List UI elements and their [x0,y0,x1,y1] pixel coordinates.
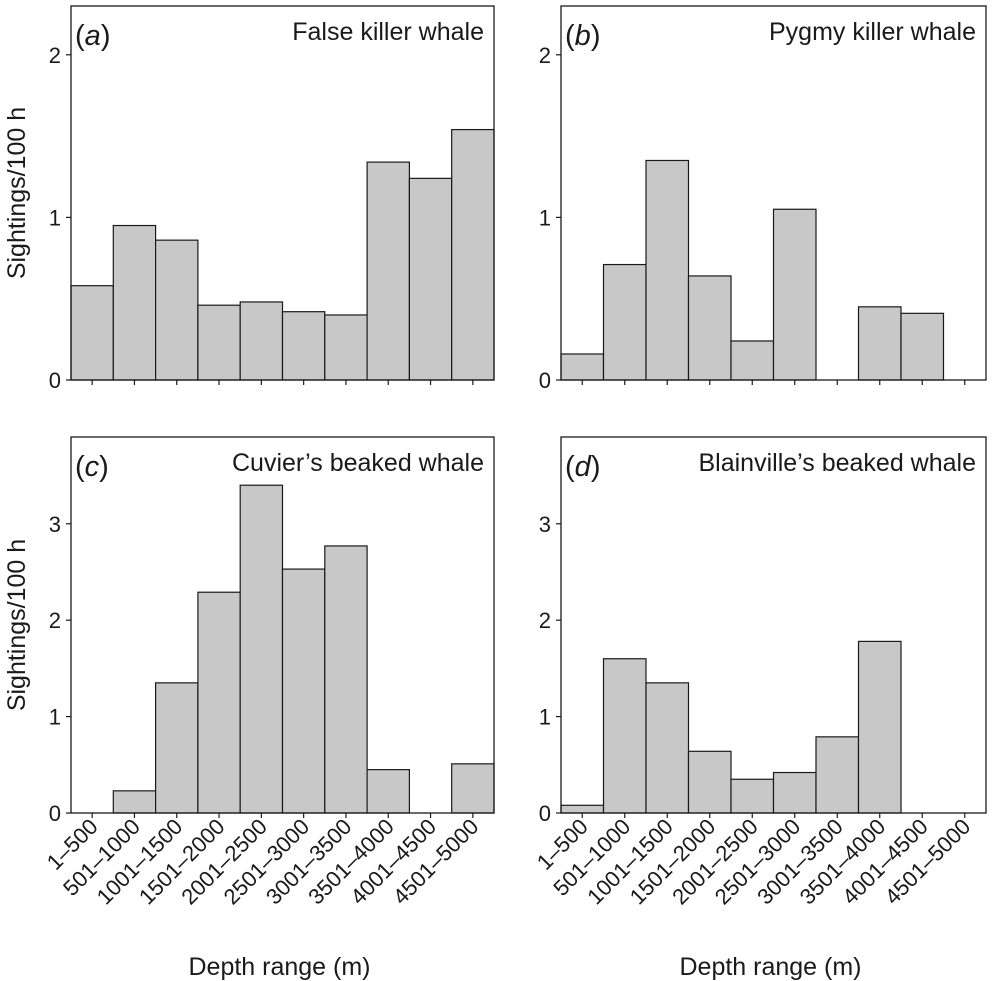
panel-b: 0 1 2 (b) Pygmy killer whale [539,5,987,393]
y-tick-label: 1 [539,705,551,730]
y-tick-label: 1 [49,205,61,230]
y-tick-label: 0 [49,368,61,393]
panel-c: 01231–500501–10001001–15001501–20002001–… [3,436,495,981]
y-tick-label: 0 [49,801,61,826]
panel-letter: (c) [75,451,109,483]
panel-frame [560,436,987,814]
x-axis-label: Depth range (m) [679,953,861,981]
y-tick-label: 3 [539,512,551,537]
bar-d-8 [857,640,902,814]
bar-c-5 [239,484,284,814]
bar-a-2 [112,224,157,381]
bar-a-4 [197,304,241,381]
y-axis-label: Sightings/100 h [3,107,31,279]
bar-b-4 [687,275,732,381]
bar-a-3 [155,239,199,381]
panel-letter-value: d [575,451,592,483]
panel-letter-value: a [85,20,101,52]
panel-letter: (d) [565,451,600,483]
panel-a: 0 1 2 (a) False killer whale Sightings/100 h [3,5,495,393]
bar-a-8 [366,161,411,381]
y-tick-label: 2 [539,43,551,68]
bar-d-5 [730,778,775,814]
bar-b-9 [900,312,945,381]
panel-title: Cuvier’s beaked whale [232,449,484,477]
bar-d-1 [560,804,605,814]
bar-a-6 [281,311,326,381]
y-tick-label: 2 [539,608,551,633]
y-tick-label: 1 [49,705,61,730]
bar-a-5 [239,301,284,381]
bar-a-9 [408,177,453,381]
panel-letter: (b) [565,20,600,52]
panel-letter: (a) [75,20,110,52]
bar-b-1 [560,353,605,381]
y-tick-label: 1 [539,205,551,230]
panel-letter-value: b [575,20,591,52]
bar-c-6 [281,568,326,814]
bar-b-5 [730,340,775,381]
bar-c-8 [366,769,411,814]
panel-title: False killer whale [292,18,484,46]
bar-a-1 [70,285,114,381]
panel-title: Blainville’s beaked whale [699,449,977,477]
y-tick-label: 2 [49,608,61,633]
bar-a-10 [451,128,495,381]
bar-d-6 [772,771,817,814]
panel-letter-value: c [85,451,100,483]
bar-c-3 [155,682,199,814]
x-axis-label: Depth range (m) [188,953,370,981]
bar-d-7 [815,736,860,814]
y-tick-label: 0 [539,801,551,826]
bar-b-3 [645,159,690,381]
bar-b-8 [857,306,902,381]
bar-d-4 [687,750,732,814]
bar-a-7 [324,314,368,381]
panel-title: Pygmy killer whale [769,18,976,46]
panel-d: 01231–500501–10001001–15001501–20002001–… [532,436,987,981]
bar-c-2 [112,790,157,814]
bar-b-2 [602,263,647,381]
y-axis-label: Sightings/100 h [3,539,31,711]
y-tick-label: 0 [539,368,551,393]
panel-frame [70,436,495,814]
bar-d-2 [602,658,647,814]
panel-frame [560,5,987,381]
panel-frame [70,5,495,381]
bar-c-4 [197,591,241,814]
bar-b-6 [772,208,817,381]
bar-c-7 [324,545,368,814]
y-tick-label: 3 [49,512,61,537]
bar-d-3 [645,682,690,814]
bar-c-10 [451,763,495,814]
y-tick-label: 2 [49,43,61,68]
